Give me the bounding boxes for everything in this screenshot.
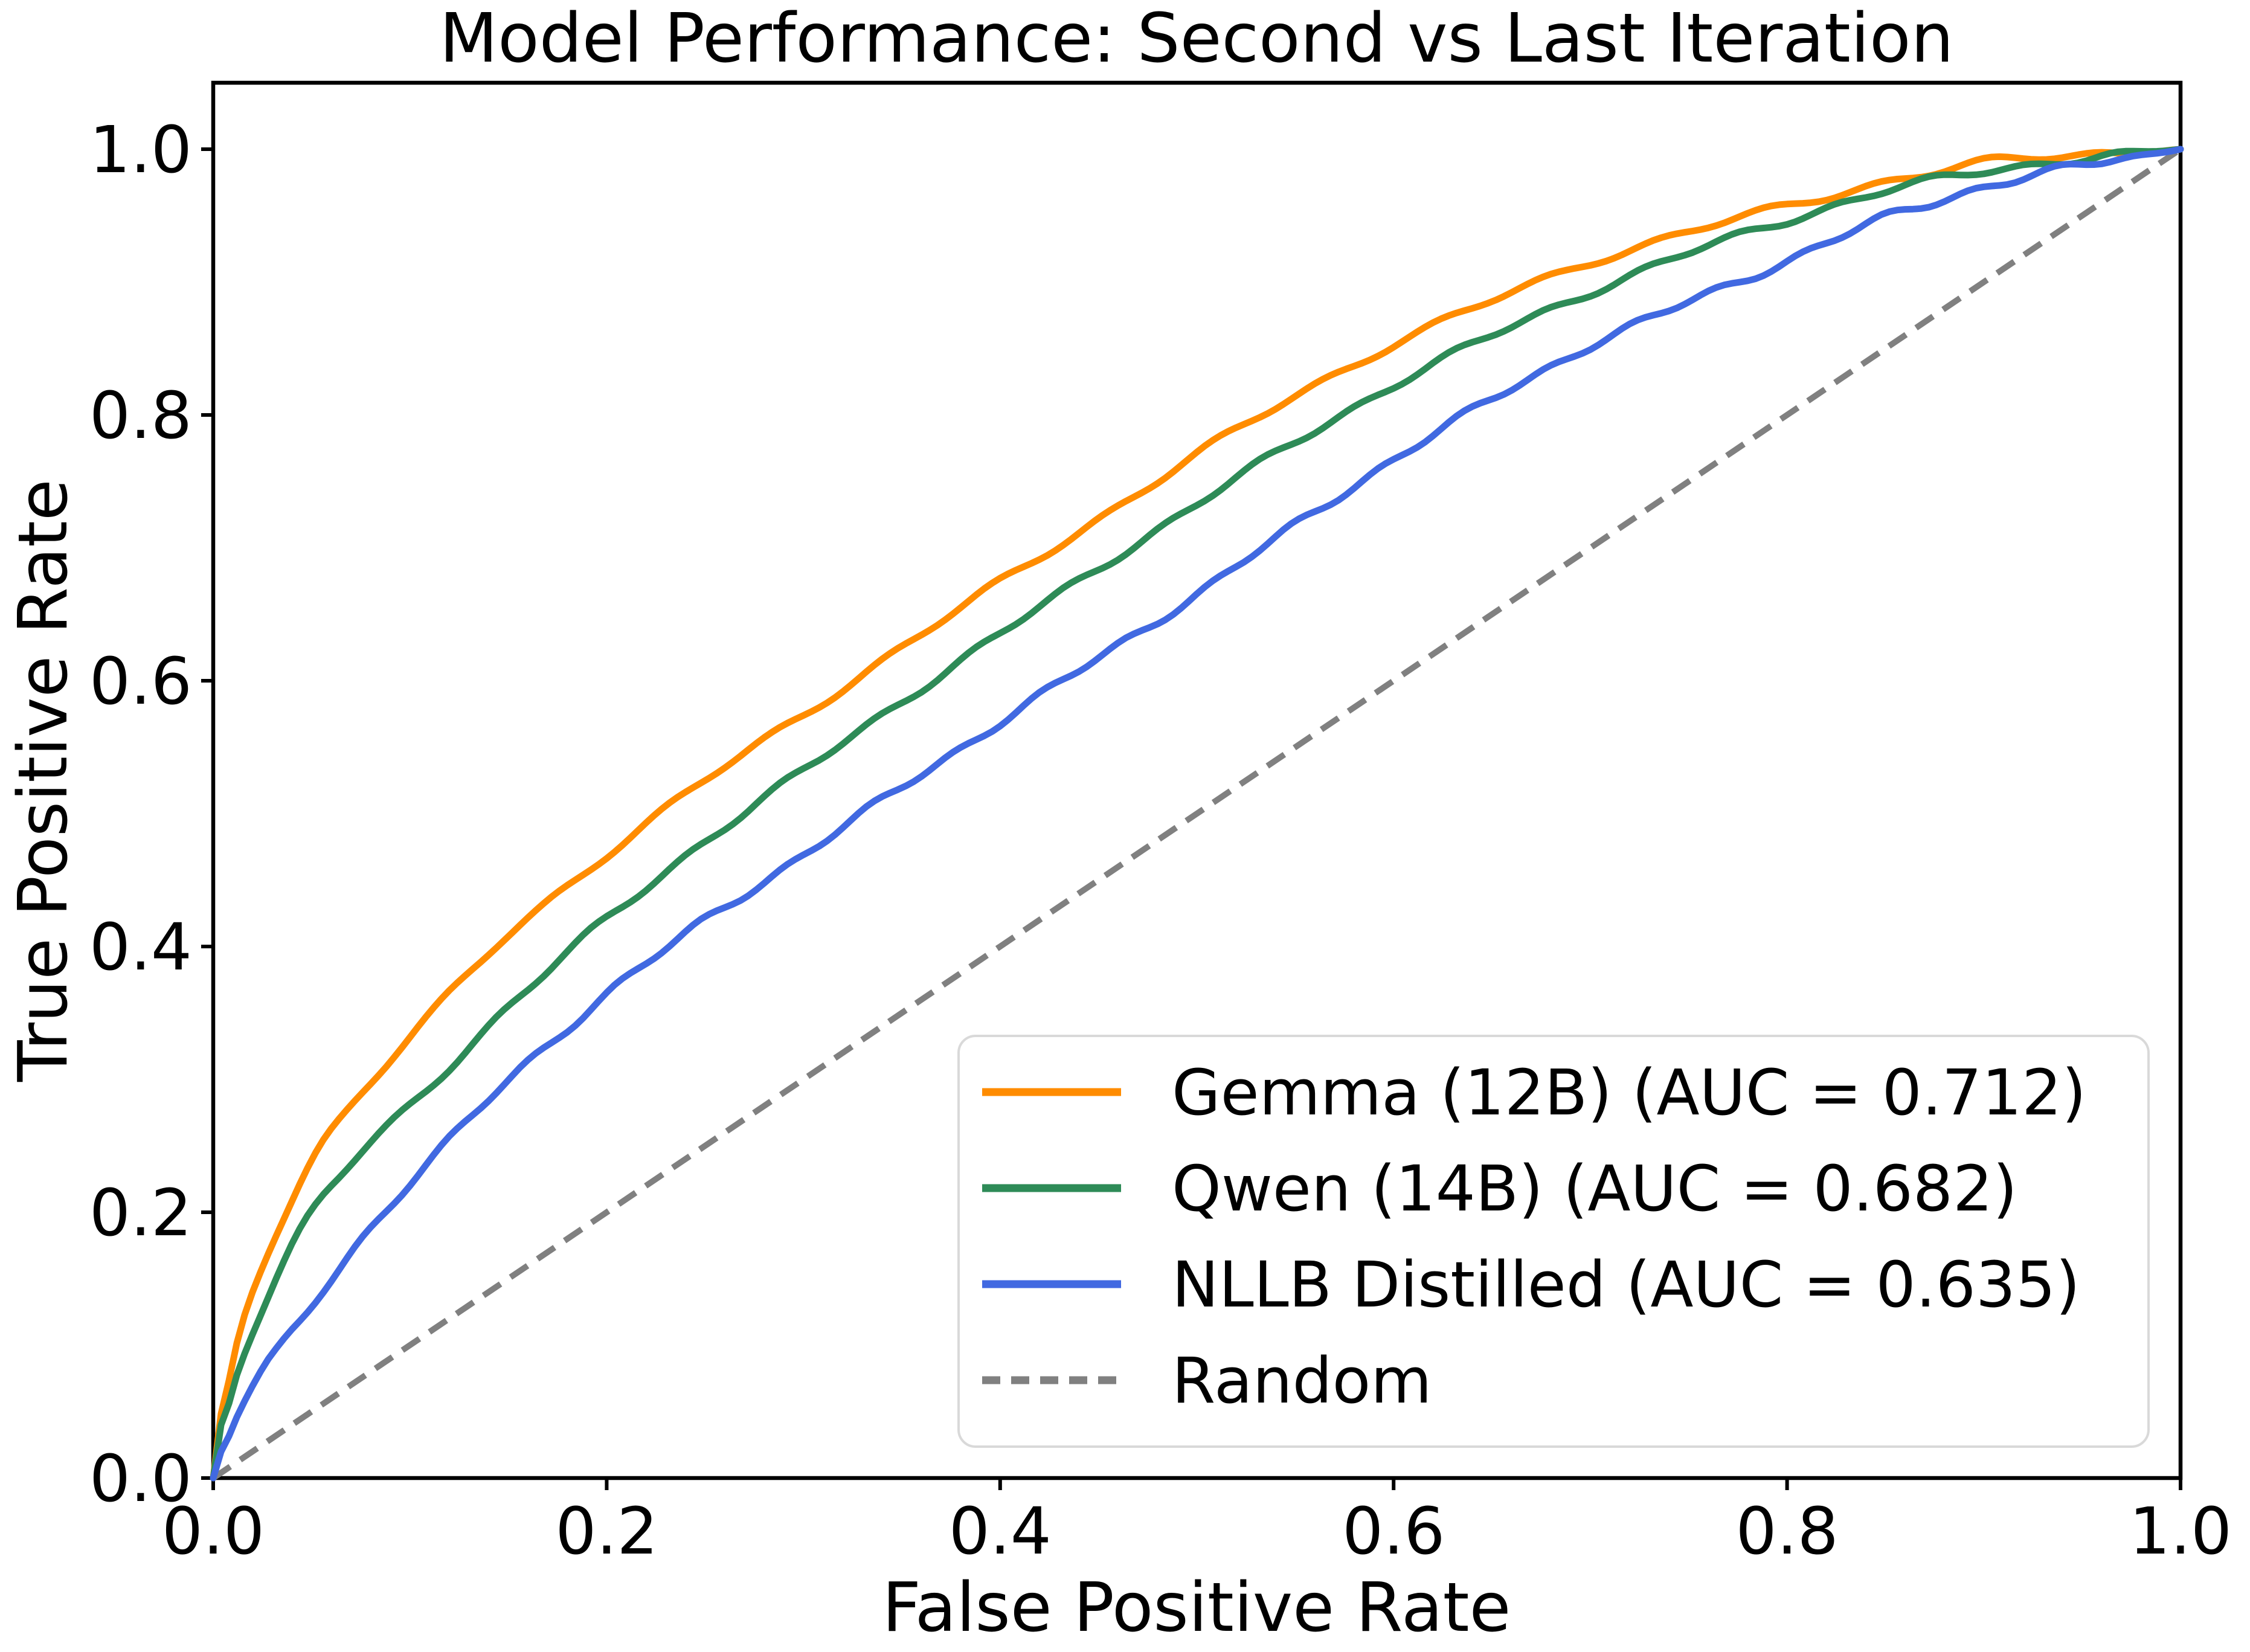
legend-entry-label: NLLB Distilled (AUC = 0.635) [1172,1248,2080,1322]
legend-entry-label: Qwen (14B) (AUC = 0.682) [1172,1152,2017,1226]
chart-title: Model Performance: Second vs Last Iterat… [440,0,1954,78]
roc-curve-nllb-distilled [210,146,2184,1482]
y-tick-label: 0.2 [89,1176,192,1251]
legend-entry-label: Random [1172,1344,1432,1418]
legend-box [957,1035,2150,1448]
roc-curves [210,146,2184,1482]
y-tick-label: 0.6 [89,644,192,719]
axis-ticks [201,147,2182,1490]
x-tick-label: 0.4 [949,1494,1052,1569]
legend-entry-label: Gemma (12B) (AUC = 0.712) [1172,1056,2086,1130]
y-tick-label: 0.4 [89,910,192,985]
x-tick-label: 0.8 [1736,1494,1839,1569]
y-axis-tick-labels: 0.0 0.2 0.4 0.6 0.8 1.0 [89,113,192,1517]
x-tick-label: 0.2 [555,1494,658,1569]
x-tick-label: 0.0 [162,1494,265,1569]
x-axis-label: False Positive Rate [882,1569,1511,1647]
x-tick-label: 0.6 [1342,1494,1445,1569]
legend: Gemma (12B) (AUC = 0.712) Qwen (14B) (AUC… [957,1035,2150,1448]
plot-border [211,80,2183,1480]
x-tick-label: 1.0 [2129,1494,2232,1569]
random-baseline-line [211,146,2182,1481]
y-tick-label: 0.0 [89,1442,192,1517]
roc-curve-gemma-12b- [210,146,2184,1482]
y-tick-label: 0.8 [89,379,192,454]
y-tick-label: 1.0 [89,113,192,188]
roc-curve-qwen-14b- [210,146,2184,1482]
x-axis-tick-labels: 0.0 0.2 0.4 0.6 0.8 1.0 [162,1494,2232,1569]
y-axis-label: True Positive Rate [4,479,83,1082]
